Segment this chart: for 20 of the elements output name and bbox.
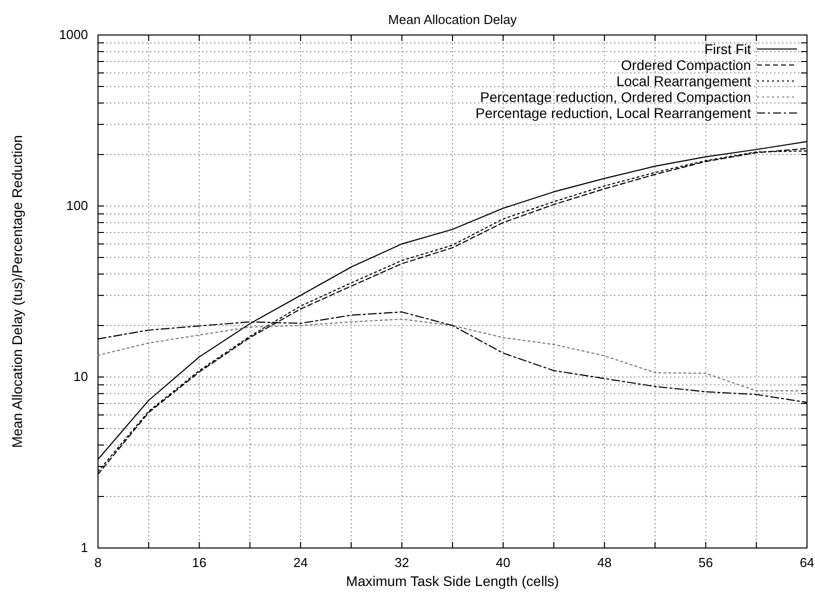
x-tick-label: 48 <box>597 555 612 570</box>
x-tick-label: 24 <box>293 555 308 570</box>
legend-label: First Fit <box>704 41 752 57</box>
y-tick-label: 10 <box>74 369 88 384</box>
legend-label: Percentage reduction, Local Rearrangement <box>475 105 752 121</box>
y-tick-label: 100 <box>66 198 88 214</box>
y-tick-label: 1000 <box>59 27 88 42</box>
legend-label: Local Rearrangement <box>616 73 752 89</box>
x-tick-label: 56 <box>698 555 713 570</box>
legend-label: Ordered Compaction <box>621 57 751 73</box>
y-tick-label: 1 <box>80 540 88 556</box>
x-tick-label: 16 <box>192 555 207 570</box>
x-tick-label: 8 <box>94 555 102 570</box>
x-tick-label: 32 <box>394 555 410 570</box>
y-axis-title: Mean Allocation Delay (tus)/Percentage Reduction <box>9 135 25 448</box>
legend-label: Percentage reduction, Ordered Compaction <box>480 89 751 105</box>
x-axis-title: Maximum Task Side Length (cells) <box>346 573 559 589</box>
x-tick-label: 40 <box>496 555 510 570</box>
chart-title: Mean Allocation Delay <box>388 12 518 27</box>
x-tick-label: 64 <box>800 555 814 570</box>
